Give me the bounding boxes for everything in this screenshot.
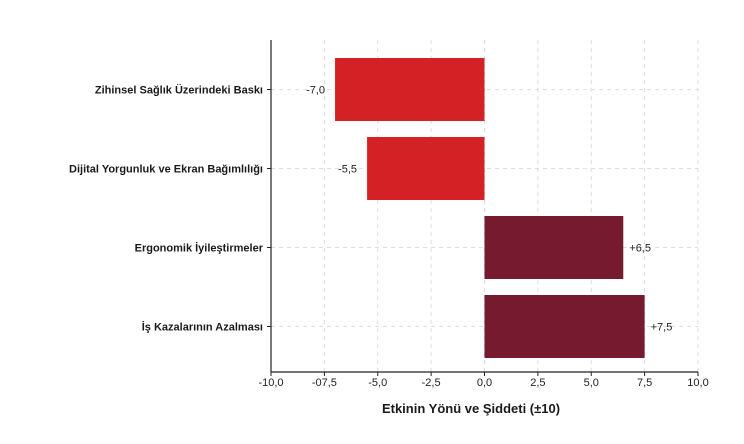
- bar: [484, 295, 645, 358]
- bar: [484, 216, 624, 279]
- data-label: -7,0: [306, 85, 325, 97]
- bar: [335, 58, 485, 121]
- x-tick-label: -07,5: [312, 377, 337, 389]
- axes: [267, 40, 699, 376]
- x-tick-label: -10,0: [258, 377, 283, 389]
- category-label: Ergonomik İyileştirmeler: [135, 242, 264, 255]
- x-tick-label: 7,5: [637, 377, 652, 389]
- x-tick-label: -2,5: [422, 377, 441, 389]
- x-axis-title: Etkinin Yönü ve Şiddeti (±10): [382, 401, 560, 416]
- bar: [367, 137, 485, 200]
- category-label: Zihinsel Sağlık Üzerindeki Baskı: [95, 84, 263, 97]
- data-label: +7,5: [651, 322, 673, 334]
- data-label: +6,5: [629, 243, 651, 255]
- bars: [335, 58, 645, 358]
- x-tick-label: 10,0: [687, 377, 708, 389]
- x-tick-label: 5,0: [584, 377, 599, 389]
- x-tick-label: 0,0: [477, 377, 492, 389]
- labels: Zihinsel Sağlık Üzerindeki Baskı -7,0 Diji…: [69, 84, 709, 390]
- data-label: -5,5: [338, 164, 357, 176]
- x-tick-label: 2,5: [530, 377, 545, 389]
- category-label: İş Kazalarının Azalması: [142, 321, 263, 334]
- category-label: Dijital Yorgunluk ve Ekran Bağımlılığı: [69, 164, 263, 176]
- x-tick-label: -5,0: [368, 377, 387, 389]
